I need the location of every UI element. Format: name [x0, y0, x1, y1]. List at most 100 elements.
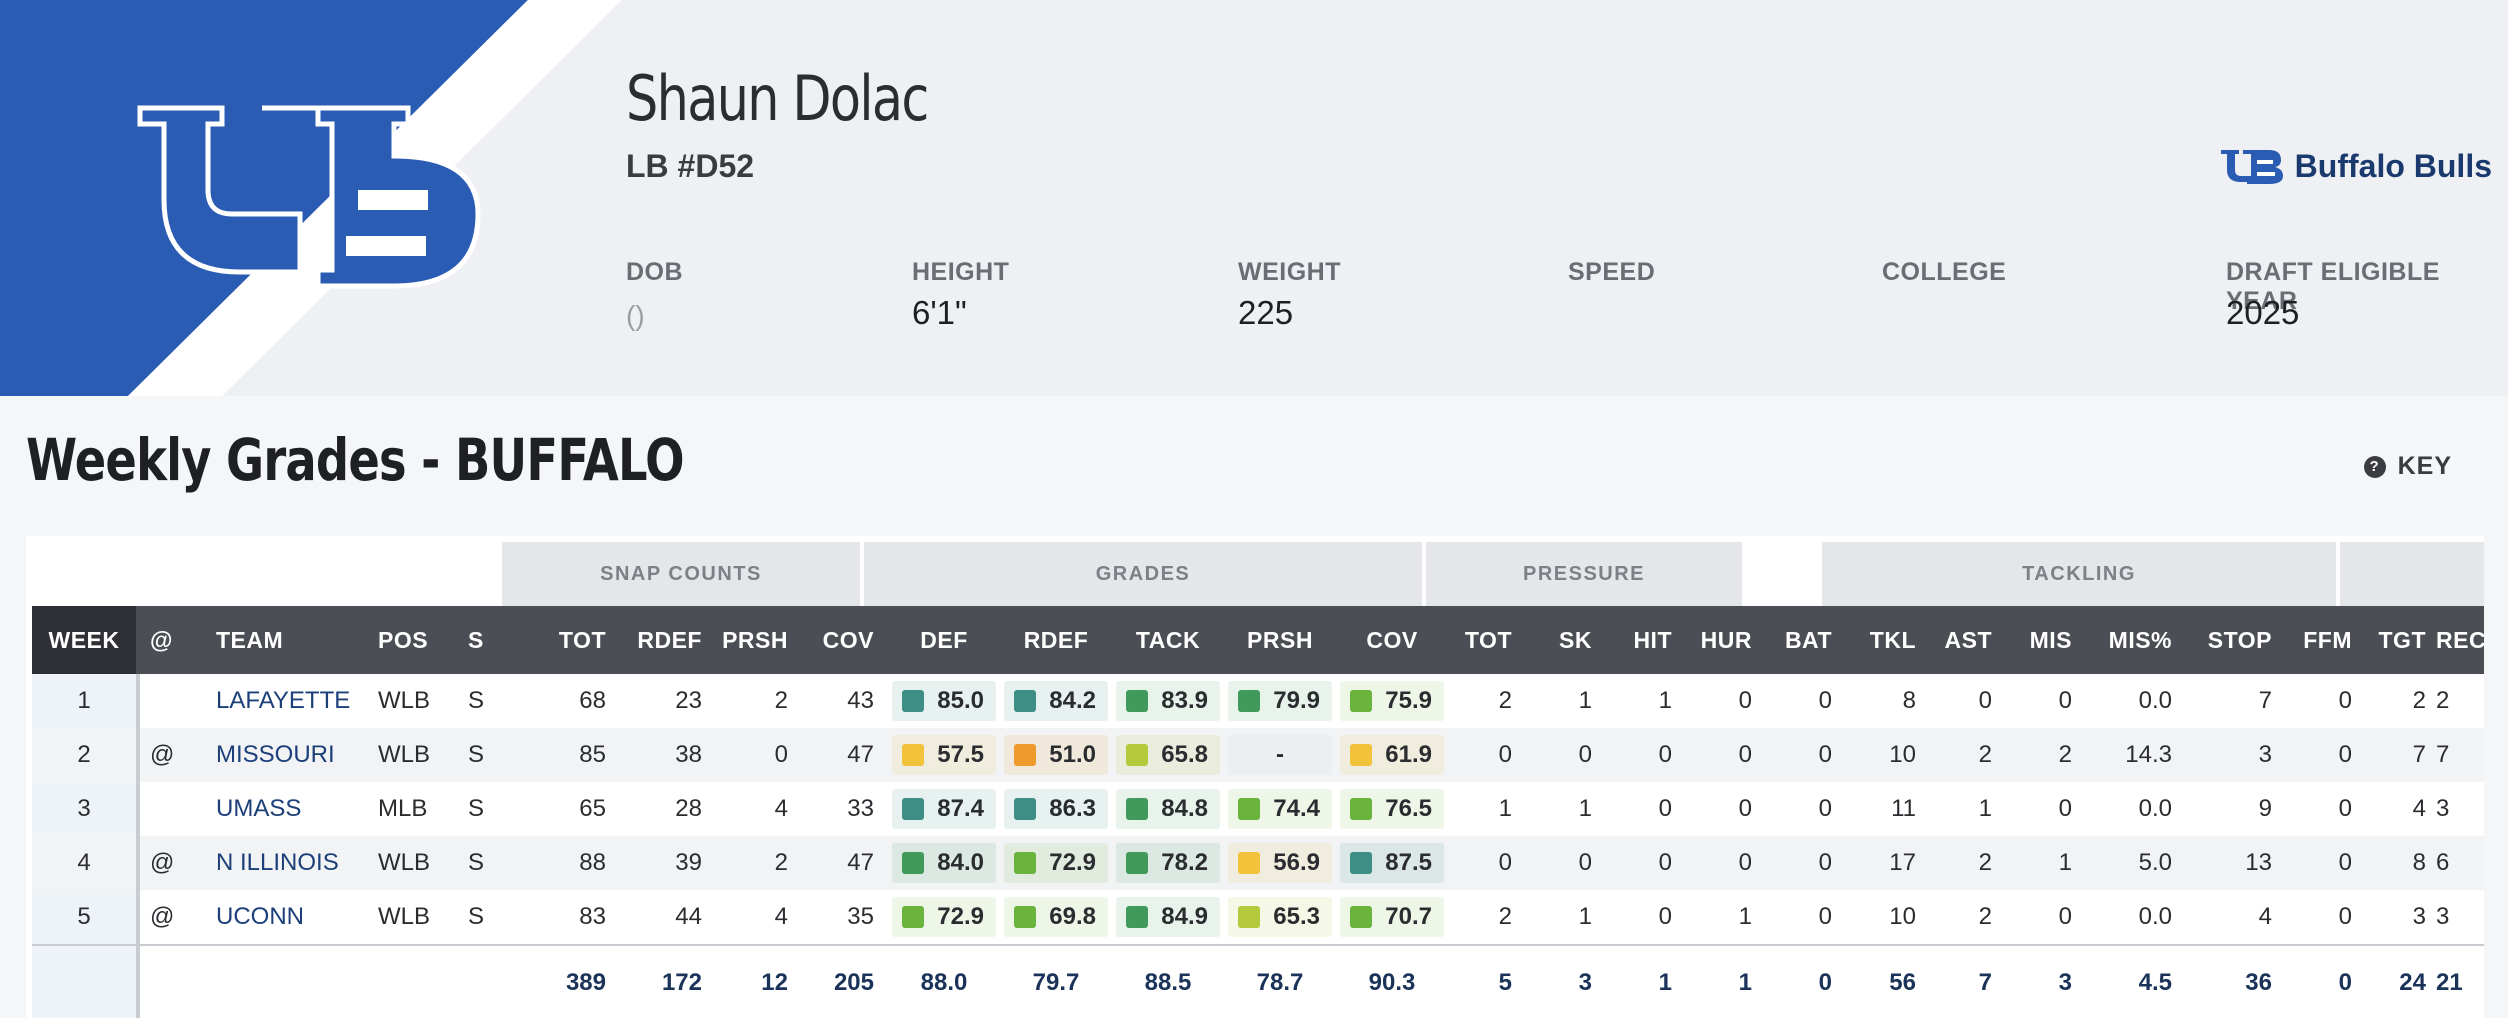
stat-cell: 0 — [1818, 849, 1832, 876]
column-header-prsh-7[interactable]: PRSH — [722, 626, 788, 653]
table-row[interactable]: 3 UMASS MLB S 65 28 4 33 87.4 86.3 84.8 74.4 76.5 1 1 0… — [32, 782, 2484, 836]
column-header-rdef-6[interactable]: RDEF — [637, 626, 702, 653]
grade-cell: 69.8 — [1004, 897, 1108, 937]
snap-count-cell: 47 — [847, 849, 874, 876]
grade-cell: 76.5 — [1340, 789, 1444, 829]
snap-count-cell: 88 — [579, 849, 606, 876]
info-label-draft-year: DRAFT ELIGIBLE YEAR — [2226, 258, 2440, 315]
week-cell: 2 — [77, 741, 91, 768]
player-position-number: LB #D52 — [626, 148, 755, 184]
position-cell: WLB — [378, 849, 431, 876]
grade-value: 65.3 — [1273, 903, 1320, 930]
grade-cell: 75.9 — [1340, 681, 1444, 721]
grade-value: 72.9 — [1049, 849, 1096, 876]
team-brand[interactable]: Buffalo Bulls — [2217, 146, 2492, 186]
column-header-tkl-19[interactable]: TKL — [1869, 626, 1916, 653]
stat-cell: 0 — [1658, 741, 1672, 768]
week-cell: 1 — [77, 687, 91, 714]
stat-cell: 10 — [1889, 741, 1916, 768]
column-header-mis-21[interactable]: MIS — [2029, 626, 2072, 653]
stat-cell: 0 — [1738, 687, 1752, 714]
grade-value: 57.5 — [937, 741, 984, 768]
column-header-hit-16[interactable]: HIT — [1633, 626, 1672, 653]
key-button[interactable]: ? KEY — [2363, 452, 2452, 481]
snap-count-cell: 39 — [675, 849, 702, 876]
stat-cell: 2 — [1498, 687, 1512, 714]
grade-cell: 86.3 — [1004, 789, 1108, 829]
grade-value: - — [1276, 741, 1284, 768]
week-cell: 5 — [77, 903, 91, 930]
stat-cell: 0 — [2338, 687, 2352, 714]
grade-swatch — [902, 690, 924, 712]
stat-cell: 0 — [1658, 903, 1672, 930]
column-header-mis-pct-22[interactable]: MIS% — [2108, 626, 2172, 653]
stat-cell: 4 — [2412, 795, 2426, 822]
away-marker-cell: @ — [150, 741, 175, 768]
stat-cell: 0 — [1498, 849, 1512, 876]
column-header-bat-18[interactable]: BAT — [1784, 626, 1832, 653]
snap-count-cell: 23 — [675, 687, 702, 714]
stat-cell: 13 — [2245, 849, 2272, 876]
table-row[interactable]: 1 LAFAYETTE WLB S 68 23 2 43 85.0 84.2 83.9 79.9 75.… — [32, 674, 2484, 728]
stat-cell: 0 — [2338, 795, 2352, 822]
total-cell: 172 — [661, 969, 702, 996]
grade-cell: 84.2 — [1004, 681, 1108, 721]
starter-cell: S — [468, 687, 485, 714]
stat-cell: 0 — [2338, 849, 2352, 876]
grade-cell: 87.4 — [892, 789, 996, 829]
column-header-rdef-10[interactable]: RDEF — [1023, 626, 1089, 653]
away-marker-cell — [150, 782, 180, 836]
grade-value: 85.0 — [937, 687, 984, 714]
total-cell: 79.7 — [1032, 969, 1080, 996]
table-row[interactable]: 2 @ MISSOURI WLB S 85 38 0 47 57.5 51.0 65.8 - 61.9 0 0… — [32, 728, 2484, 782]
total-cell: 7 — [1978, 969, 1992, 996]
column-header-tgt-25[interactable]: TGT — [2378, 626, 2426, 653]
grade-value: 74.4 — [1273, 795, 1320, 822]
column-header-rec-26[interactable]: REC — [2436, 626, 2484, 653]
stat-cell: 0.0 — [2138, 903, 2172, 930]
table-row[interactable]: 5 @ UCONN WLB S 83 44 4 35 72.9 69.8 84.9 65.3 70.7 2 1… — [32, 890, 2484, 944]
column-header-sk-15[interactable]: SK — [1559, 626, 1592, 653]
column-header-hur-17[interactable]: HUR — [1700, 626, 1752, 653]
stat-cell: 1 — [1658, 687, 1672, 714]
total-cell: 1 — [1658, 969, 1672, 996]
team-link[interactable]: N ILLINOIS — [216, 849, 339, 876]
snap-count-cell: 35 — [847, 903, 874, 930]
stat-cell: 0 — [1578, 741, 1592, 768]
grade-cell: 70.7 — [1340, 897, 1444, 937]
column-header-ffm-24[interactable]: FFM — [2303, 626, 2352, 653]
column-header-week-0[interactable]: WEEK — [32, 606, 136, 674]
column-header-tack-11[interactable]: TACK — [1135, 626, 1201, 653]
stat-cell: 3 — [2258, 741, 2272, 768]
section-title: Weekly Grades - BUFFALO — [26, 426, 685, 494]
column-header-def-9[interactable]: DEF — [920, 626, 968, 653]
team-link[interactable]: UCONN — [216, 903, 304, 930]
column-header-prsh-12[interactable]: PRSH — [1247, 626, 1313, 653]
team-link[interactable]: MISSOURI — [216, 741, 335, 768]
position-cell: WLB — [378, 741, 431, 768]
group-pressure: PRESSURE — [1426, 542, 1742, 606]
stat-cell: 0 — [1818, 903, 1832, 930]
stat-cell: 1 — [2058, 849, 2072, 876]
week-cell: 3 — [77, 795, 91, 822]
column-header-cov-8[interactable]: COV — [822, 626, 874, 653]
column-header-tot-5[interactable]: TOT — [558, 626, 606, 653]
stat-cell: 2 — [1978, 741, 1992, 768]
table-row[interactable]: 4 @ N ILLINOIS WLB S 88 39 2 47 84.0 72.9 78.2 56.9 8… — [32, 836, 2484, 890]
column-header-at-1[interactable]: @ — [150, 626, 173, 653]
column-header-s-4[interactable]: S — [468, 626, 484, 653]
column-header-ast-20[interactable]: AST — [1944, 626, 1992, 653]
team-link[interactable]: LAFAYETTE — [216, 687, 351, 714]
grade-cell: 84.0 — [892, 843, 996, 883]
snap-count-cell: 83 — [579, 903, 606, 930]
column-header-stop-23[interactable]: STOP — [2207, 626, 2272, 653]
stat-cell: 14.3 — [2125, 741, 2172, 768]
grade-value: 87.5 — [1385, 849, 1432, 876]
grade-value: 86.3 — [1049, 795, 1096, 822]
column-header-cov-13[interactable]: COV — [1366, 626, 1418, 653]
total-cell: 1 — [1738, 969, 1752, 996]
team-link[interactable]: UMASS — [216, 795, 302, 822]
column-header-team-2[interactable]: TEAM — [216, 626, 284, 653]
column-header-pos-3[interactable]: POS — [378, 626, 429, 653]
column-header-tot-14[interactable]: TOT — [1464, 626, 1512, 653]
